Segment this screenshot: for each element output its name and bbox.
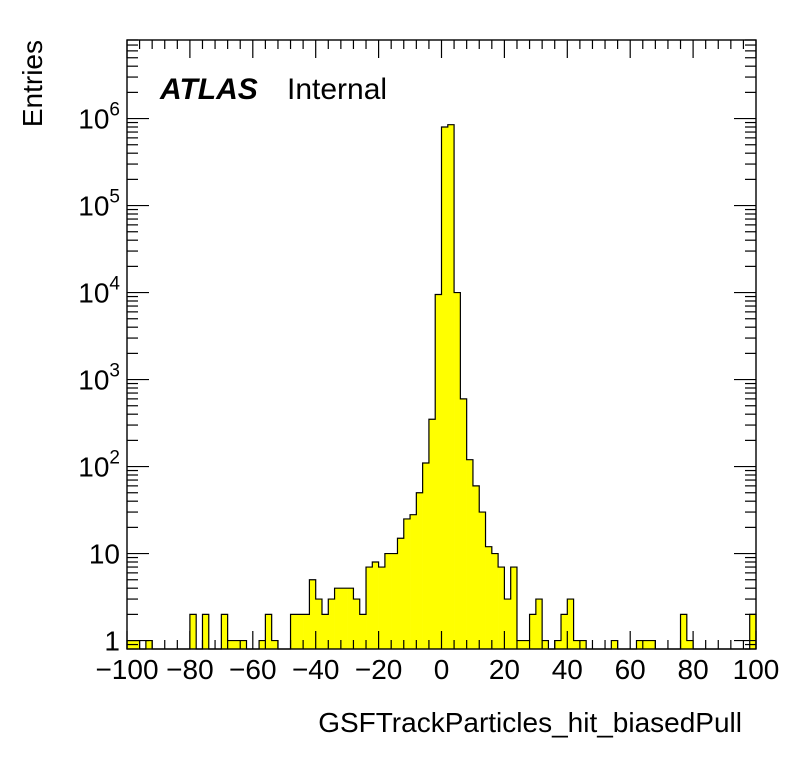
histogram-bin	[240, 640, 247, 649]
histogram-bin	[416, 492, 423, 649]
histogram-bin	[233, 640, 241, 649]
histogram-bin	[384, 553, 392, 649]
histogram-bin	[303, 614, 310, 649]
histogram-bin	[359, 614, 367, 649]
histogram-bin	[454, 292, 461, 649]
y-tick-label: 104	[78, 274, 120, 309]
x-tick-label: 100	[733, 654, 780, 685]
histogram-bin	[649, 640, 656, 649]
x-tick-label: 80	[678, 654, 709, 685]
histogram-bin	[460, 398, 467, 649]
y-tick-label: 103	[78, 361, 120, 396]
histogram-bin	[680, 614, 688, 649]
histogram-bin	[189, 614, 197, 649]
histogram-bin	[472, 485, 480, 649]
x-tick-label: 0	[434, 654, 450, 685]
x-tick-label: 40	[552, 654, 583, 685]
x-axis-ticks	[126, 40, 757, 649]
x-tick-label: 60	[615, 654, 646, 685]
histogram-bin	[579, 640, 587, 649]
histogram-bin	[749, 614, 757, 649]
histogram-bin	[523, 640, 530, 649]
histogram-bin	[504, 599, 511, 649]
y-tick-label: 10	[89, 539, 120, 570]
histogram-bin	[309, 579, 316, 649]
histogram-bin	[491, 553, 499, 649]
histogram-bin	[561, 614, 568, 649]
y-tick-label: 105	[78, 187, 120, 222]
histogram-bin	[296, 614, 304, 649]
histogram-bin	[510, 567, 518, 649]
histogram-bin	[554, 640, 562, 649]
histogram-bin	[686, 640, 694, 649]
histogram-bin	[498, 567, 505, 649]
atlas-label: ATLAS	[159, 73, 258, 106]
histogram-bin	[466, 459, 474, 649]
histogram-bin	[271, 640, 279, 649]
histogram-bin	[485, 546, 493, 649]
histogram-bin	[366, 567, 373, 649]
histogram-bin	[372, 562, 379, 649]
histogram-bin	[145, 640, 153, 649]
histogram-bin	[328, 599, 335, 649]
histogram-bin	[321, 614, 329, 649]
histogram-bin	[391, 553, 398, 649]
histogram-bin	[422, 462, 430, 649]
x-axis-title: GSFTrackParticles_hit_biasedPull	[318, 707, 742, 738]
internal-label: Internal	[287, 73, 387, 106]
histogram-bin	[353, 599, 361, 649]
histogram-bin	[290, 614, 298, 649]
histogram-bin	[516, 640, 524, 649]
histogram-bin	[259, 640, 266, 649]
histogram-bin	[529, 614, 537, 649]
histogram-bin	[403, 518, 411, 649]
histogram-bin	[378, 567, 386, 649]
histogram-bin	[202, 614, 210, 649]
histogram-bars	[127, 124, 757, 650]
histogram-bin	[315, 599, 323, 649]
histogram-bin	[340, 588, 348, 649]
histogram-bin	[542, 640, 549, 649]
histogram-bin	[265, 614, 272, 649]
histogram-bin	[347, 588, 354, 649]
y-tick-label: 102	[78, 448, 120, 483]
x-tick-label: −60	[229, 654, 277, 685]
x-tick-label: −80	[166, 654, 214, 685]
y-tick-label: 1	[104, 626, 120, 657]
y-axis-title: Entries	[17, 40, 48, 127]
histogram-bin	[447, 124, 455, 650]
x-tick-label: 20	[489, 654, 520, 685]
histogram-bin	[479, 512, 486, 649]
histogram-bin	[334, 588, 342, 649]
x-tick-label: −100	[95, 654, 158, 685]
y-axis-tick-labels: 1 10 102 103 104 105 106	[78, 100, 120, 657]
histogram-bin	[435, 294, 442, 649]
histogram-bin	[642, 640, 650, 649]
histogram-bin	[636, 640, 644, 649]
histogram-bin	[567, 599, 574, 649]
histogram-bin	[428, 419, 436, 649]
histogram-bin	[227, 640, 235, 649]
y-tick-label: 106	[78, 100, 120, 135]
histogram-bin	[573, 640, 581, 649]
x-tick-label: −40	[292, 654, 340, 685]
histogram-bin	[611, 640, 618, 649]
histogram-bin	[397, 538, 405, 649]
x-tick-label: −20	[355, 654, 403, 685]
histogram-bin	[441, 127, 449, 649]
y-axis-ticks	[127, 39, 756, 650]
histogram-bin	[221, 614, 228, 649]
histogram-bin	[535, 599, 543, 649]
histogram-bin	[410, 514, 417, 649]
x-axis-tick-labels: −100 −80 −60 −40 −20 0 20 40 60 80 100	[95, 654, 779, 685]
